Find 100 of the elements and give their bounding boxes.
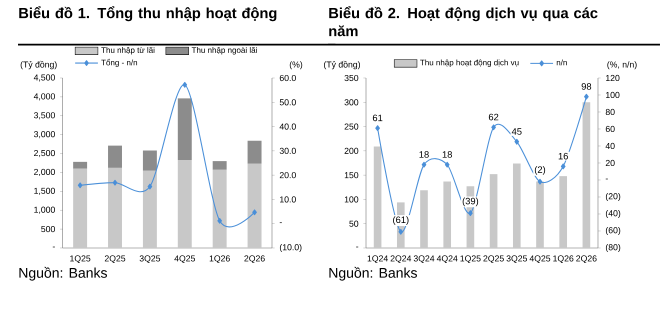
data-label: 18 <box>420 151 429 158</box>
x-tick-label: 1Q25 <box>460 255 481 264</box>
point <box>375 125 380 132</box>
x-tick-label: 2Q25 <box>104 255 126 264</box>
point <box>514 138 520 145</box>
data-label: 62 <box>488 114 498 120</box>
point <box>584 94 589 100</box>
x-tick-label: 1Q26 <box>553 255 574 264</box>
bar <box>212 161 227 170</box>
point <box>560 163 566 170</box>
y2-tick-label: 50.0 <box>280 99 296 106</box>
y-tick-label: 250 <box>344 124 358 130</box>
bar <box>443 181 452 248</box>
bar <box>142 170 157 248</box>
point <box>468 210 473 216</box>
y2-tick-label: 60.0 <box>280 74 296 82</box>
y2-tick-label: (40) <box>606 210 620 218</box>
y-tick-label: 150 <box>344 172 358 178</box>
text: Nguồn: Banks <box>329 266 417 281</box>
y2-tick-label: (20) <box>606 192 620 202</box>
x-tick-label: 4Q24 <box>436 255 458 264</box>
y-axis-title: (Tỷ đồng) <box>20 60 57 70</box>
data-label: (39) <box>462 198 478 206</box>
y2-tick-label: 80 <box>606 108 615 116</box>
bar <box>248 164 262 248</box>
data-label: (61) <box>393 216 409 225</box>
point <box>78 182 82 188</box>
legend-label: Tổng - n/n <box>101 58 138 67</box>
x-tick-label: 2Q26 <box>576 255 597 264</box>
y2-tick-label: (80) <box>606 244 620 252</box>
data-label: 98 <box>582 83 592 90</box>
y-tick-label: - <box>52 246 55 248</box>
data-label: 18 <box>442 151 452 158</box>
y2-tick-label: (10.0) <box>280 244 302 252</box>
y2-tick-label: 10.0 <box>280 196 296 202</box>
legend-label: Thu nhập từ lãi <box>101 46 154 54</box>
x-tick-label: 1Q25 <box>70 255 90 264</box>
x-tick-label: 1Q26 <box>210 255 230 264</box>
data-label: 45 <box>512 128 522 135</box>
legend-label: n/n <box>556 59 567 66</box>
y-tick-label: 100 <box>344 196 358 202</box>
bar <box>108 168 122 248</box>
bar <box>582 102 590 248</box>
point <box>398 228 404 235</box>
y2-tick-label: 40 <box>606 142 615 150</box>
point <box>444 162 450 168</box>
x-tick-label: 2Q25 <box>483 255 504 264</box>
y2-tick-label: (60) <box>606 226 620 236</box>
x-tick-label: 3Q24 <box>414 255 434 264</box>
bar <box>73 162 88 169</box>
y-tick-label: 500 <box>41 226 55 232</box>
bar <box>536 181 544 248</box>
data-label: (2) <box>534 166 546 175</box>
y-tick-label: - <box>356 246 358 248</box>
bar <box>559 176 568 248</box>
y2-tick-label: 20 <box>606 160 615 166</box>
point <box>538 178 542 185</box>
chart-title: Biểu đồ 2. Hoạt động dịch vụ qua các năm <box>329 6 598 36</box>
x-tick-label: 2Q24 <box>390 255 412 264</box>
point <box>491 124 496 130</box>
y-tick-label: 300 <box>344 99 358 106</box>
y-tick-label: 350 <box>344 74 358 82</box>
bar <box>108 146 122 168</box>
bar <box>490 174 498 248</box>
bar <box>374 146 382 248</box>
x-tick-label: 2Q26 <box>244 255 265 264</box>
point <box>182 82 188 88</box>
y2-axis-title: (%, n/n) <box>607 61 637 70</box>
y-tick-label: 4,500 <box>34 74 55 82</box>
point <box>112 180 118 186</box>
y-tick-label: 1,500 <box>34 188 55 195</box>
legend-label: Thu nhập ngoài lãi <box>192 46 257 54</box>
bar <box>142 150 157 171</box>
chart-title: Biểu đồ 1. Tổng thu nhập hoạt động <box>19 6 276 22</box>
point <box>252 209 257 216</box>
x-tick-label: 4Q25 <box>530 255 550 264</box>
y-tick-label: 200 <box>344 148 358 154</box>
y2-axis-title: (%) <box>290 61 302 70</box>
legend-label: Thu nhập hoạt động dịch vụ <box>420 59 519 67</box>
bar <box>73 168 88 248</box>
y-tick-label: 2,500 <box>34 150 55 158</box>
y-tick-label: 50 <box>349 220 358 227</box>
bar <box>248 140 262 164</box>
bar <box>212 170 227 248</box>
x-tick-label: 1Q24 <box>368 255 388 264</box>
y2-tick-label: - <box>606 178 608 180</box>
point <box>217 218 222 224</box>
bar <box>420 190 428 248</box>
bar <box>178 98 192 160</box>
y-tick-label: 3,500 <box>34 112 55 120</box>
y2-tick-label: 30.0 <box>280 148 296 154</box>
data-label: 61 <box>372 114 382 122</box>
point <box>422 162 426 168</box>
y2-tick-label: 120 <box>606 74 620 82</box>
point <box>148 184 152 190</box>
y2-tick-label: 40.0 <box>280 124 296 130</box>
y2-tick-label: 100 <box>606 92 620 98</box>
x-tick-label: 3Q25 <box>140 255 160 264</box>
bar <box>512 163 521 248</box>
bar <box>178 160 192 248</box>
